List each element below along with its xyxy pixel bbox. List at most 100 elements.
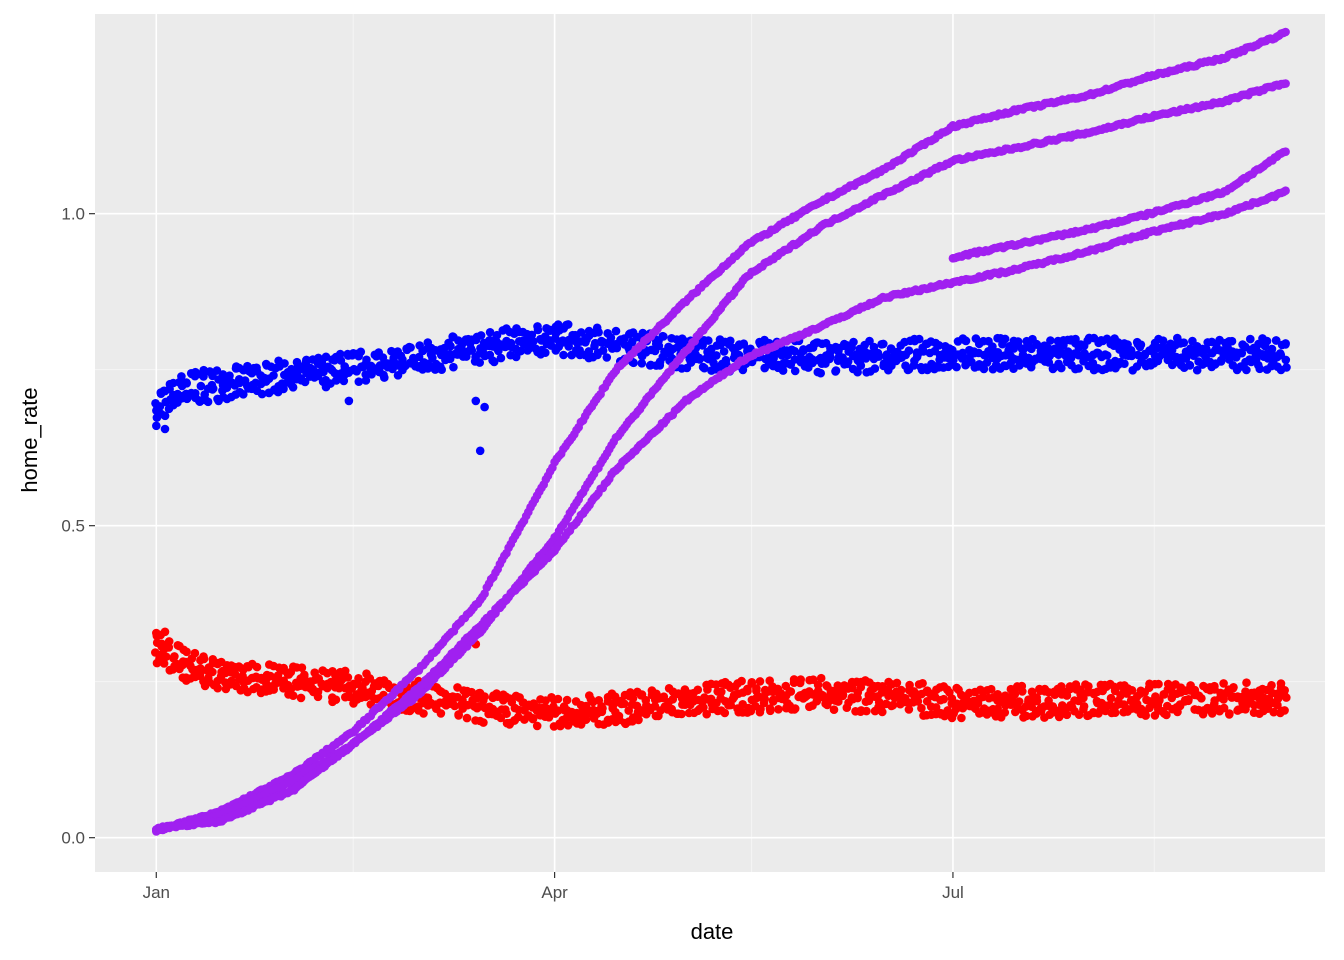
series-2-point bbox=[917, 703, 926, 713]
series-1-point bbox=[659, 332, 668, 341]
series-2-point bbox=[947, 713, 957, 723]
axis-tick-labels: Jan Apr Jul 0.0 0.5 1.0 bbox=[61, 205, 963, 902]
series-1-point bbox=[602, 353, 612, 362]
series-1-point bbox=[914, 334, 924, 344]
series-1-point bbox=[700, 363, 709, 373]
series-1-point bbox=[563, 320, 573, 329]
series-2-point bbox=[1225, 709, 1234, 718]
series-2-point bbox=[816, 673, 826, 683]
series-2-point bbox=[1210, 681, 1219, 691]
series-2-point bbox=[842, 703, 852, 712]
series-1-point bbox=[1120, 359, 1129, 369]
series-1-point bbox=[726, 336, 735, 346]
series-1-point bbox=[387, 346, 396, 356]
series-1-point bbox=[475, 446, 485, 456]
series-1-point bbox=[1275, 349, 1285, 358]
series-1-point bbox=[559, 350, 568, 360]
series-1-point bbox=[826, 353, 835, 362]
series-2-point bbox=[313, 687, 323, 697]
series-2-point bbox=[296, 693, 306, 703]
series-1-point bbox=[1271, 336, 1281, 345]
series-1-point bbox=[302, 355, 311, 365]
series-2-point bbox=[213, 683, 222, 693]
series-2-point bbox=[1022, 711, 1031, 721]
series-2-point bbox=[300, 670, 309, 680]
series-2-point bbox=[737, 676, 746, 686]
y-tick-label: 0.5 bbox=[61, 517, 85, 536]
series-2-point bbox=[164, 643, 174, 652]
series-2-point bbox=[553, 694, 563, 704]
series-2-point bbox=[160, 627, 170, 637]
series-2-point bbox=[986, 684, 996, 694]
series-2-point bbox=[252, 662, 262, 672]
series-1-point bbox=[362, 355, 371, 365]
series-1-point bbox=[903, 365, 913, 375]
series-1-point bbox=[1000, 334, 1010, 344]
series-2-point bbox=[943, 685, 952, 694]
series-1-point bbox=[960, 336, 970, 345]
series-1-point bbox=[592, 323, 602, 333]
series-2-point bbox=[374, 681, 383, 691]
series-3-point bbox=[1281, 79, 1290, 88]
series-2-point bbox=[724, 700, 733, 710]
series-1-point bbox=[637, 359, 647, 368]
series-2-point bbox=[813, 680, 823, 690]
series-1-point bbox=[208, 385, 217, 394]
series-2-point bbox=[1269, 707, 1278, 717]
series-1-point bbox=[354, 377, 364, 387]
series-1-point bbox=[1282, 363, 1291, 372]
series-1-point bbox=[721, 355, 731, 365]
series-1-point bbox=[257, 389, 267, 399]
series-1-point bbox=[279, 384, 288, 394]
series-1-point bbox=[336, 349, 345, 359]
series-1-point bbox=[533, 325, 543, 335]
series-1-point bbox=[1246, 334, 1255, 344]
series-3-point bbox=[1281, 186, 1290, 195]
series-2-point bbox=[479, 718, 488, 727]
series-1-point bbox=[356, 347, 366, 357]
y-axis-title: home_rate bbox=[17, 387, 42, 492]
series-1-point bbox=[1133, 350, 1143, 360]
series-2-point bbox=[829, 705, 839, 714]
series-1-point bbox=[843, 357, 853, 366]
series-2-point bbox=[1000, 708, 1010, 717]
series-2-point bbox=[1018, 687, 1027, 696]
series-2-point bbox=[610, 692, 620, 701]
series-2-point bbox=[532, 721, 542, 731]
series-1-point bbox=[480, 402, 489, 412]
series-2-point bbox=[1032, 696, 1042, 706]
series-2-point bbox=[853, 693, 862, 703]
series-2-point bbox=[170, 652, 179, 661]
series-1-point bbox=[203, 397, 213, 407]
series-1-point bbox=[225, 371, 234, 381]
series-1-point bbox=[160, 411, 170, 421]
y-tick-label: 1.0 bbox=[61, 205, 85, 224]
series-1-point bbox=[590, 341, 599, 351]
series-2-point bbox=[1242, 678, 1251, 687]
series-1-point bbox=[527, 330, 537, 340]
series-1-point bbox=[1192, 365, 1202, 375]
series-1-point bbox=[1048, 364, 1058, 374]
series-1-point bbox=[564, 342, 573, 351]
series-1-point bbox=[1127, 351, 1136, 361]
series-2-point bbox=[199, 654, 209, 664]
series-1-point bbox=[300, 377, 310, 387]
series-2-point bbox=[1106, 693, 1116, 703]
series-1-point bbox=[339, 376, 349, 386]
series-1-point bbox=[865, 336, 874, 346]
series-1-point bbox=[952, 362, 961, 372]
series-1-point bbox=[428, 353, 437, 363]
series-1-point bbox=[280, 359, 289, 368]
series-1-point bbox=[1227, 336, 1237, 346]
series-2-point bbox=[354, 674, 363, 683]
series-2-point bbox=[818, 692, 828, 702]
x-tick-label: Jul bbox=[942, 883, 964, 902]
series-2-point bbox=[702, 709, 711, 719]
series-2-point bbox=[1219, 679, 1228, 688]
x-axis-title: date bbox=[691, 919, 734, 944]
series-2-point bbox=[1267, 681, 1276, 690]
series-2-point bbox=[1184, 696, 1193, 706]
x-tick-label: Jan bbox=[143, 883, 170, 902]
series-1-point bbox=[160, 424, 170, 434]
series-1-point bbox=[877, 340, 886, 349]
